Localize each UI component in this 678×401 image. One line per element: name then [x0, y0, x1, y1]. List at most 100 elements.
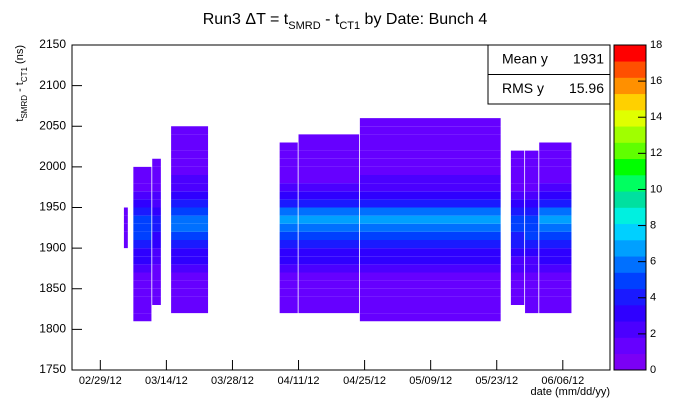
heat-cell [171, 256, 209, 265]
heat-cell [298, 215, 360, 224]
heat-cell [525, 280, 539, 289]
heat-cell [359, 305, 501, 314]
y-tick-label: 1750 [39, 362, 66, 376]
heat-cell [510, 256, 525, 265]
heat-cell [359, 248, 501, 257]
heat-cell [133, 296, 152, 305]
z-tick-label: 6 [650, 256, 656, 268]
heat-cell [133, 199, 152, 208]
x-axis-label: date (mm/dd/yy) [531, 386, 610, 398]
heat-cell [510, 207, 525, 216]
heat-cell [298, 223, 360, 232]
heat-cell [279, 231, 298, 240]
heat-cell [525, 175, 539, 184]
palette-step [614, 305, 646, 322]
heat-cell [171, 231, 209, 240]
heat-cell [171, 126, 209, 135]
heat-cell [539, 223, 572, 232]
x-tick-label: 03/28/12 [211, 375, 254, 387]
heat-cell [152, 158, 161, 167]
stats-value: 1931 [573, 50, 604, 66]
palette-step [614, 288, 646, 306]
heat-cell [152, 280, 161, 289]
heat-cell [525, 150, 539, 159]
heat-cell [298, 175, 360, 184]
palette-step [614, 321, 646, 338]
heat-cell [510, 183, 525, 192]
heat-cell [298, 150, 360, 159]
palette-step [614, 207, 646, 225]
heat-cell [510, 288, 525, 297]
x-tick-label: 04/11/12 [278, 375, 320, 387]
heat-cell [279, 215, 298, 224]
heat-cell [510, 166, 525, 175]
heat-cell [152, 248, 161, 257]
heat-cell [171, 166, 209, 175]
heat-cell [133, 305, 152, 314]
heat-cell [133, 223, 152, 232]
heat-cell [133, 272, 152, 281]
heat-cell [279, 264, 298, 273]
heat-cell [171, 134, 209, 143]
heat-cell [359, 126, 501, 135]
heat-cell [539, 305, 572, 314]
heat-cell [171, 150, 209, 159]
heat-cell [359, 288, 501, 297]
heat-cell [298, 191, 360, 200]
heat-cell [359, 313, 501, 322]
heat-cell [279, 296, 298, 305]
heat-cell [152, 231, 161, 240]
heat-cell [510, 158, 525, 167]
heat-cell [525, 248, 539, 257]
z-tick-label: 10 [650, 183, 662, 195]
z-tick-label: 8 [650, 219, 656, 231]
heat-cell [171, 296, 209, 305]
text-segment: t [14, 119, 26, 122]
heat-cell [279, 207, 298, 216]
heat-cell [539, 296, 572, 305]
heat-cell [525, 264, 539, 273]
palette-step [614, 353, 646, 371]
heat-cell [525, 199, 539, 208]
heat-cell [279, 175, 298, 184]
heat-cell [359, 175, 501, 184]
heat-cell [359, 142, 501, 151]
heat-cell [539, 158, 572, 167]
heat-cell [133, 264, 152, 273]
heat-cell [133, 248, 152, 257]
heat-cell [359, 256, 501, 265]
heat-cell [298, 256, 360, 265]
heat-cell [525, 231, 539, 240]
heat-cell [123, 231, 128, 240]
heat-cell [298, 166, 360, 175]
heat-cell [133, 207, 152, 216]
heat-cell [171, 199, 209, 208]
heat-cell [171, 207, 209, 216]
palette-step [614, 45, 646, 62]
heat-cell [525, 305, 539, 314]
heat-cell [298, 248, 360, 257]
heat-cell [133, 183, 152, 192]
palette-step [614, 142, 646, 160]
heat-cell [298, 134, 360, 143]
palette-step [614, 93, 646, 111]
y-tick-label: 2100 [39, 78, 66, 92]
text-segment: - t [14, 82, 26, 95]
heat-cell [539, 191, 572, 200]
heat-cell [279, 166, 298, 175]
text-segment: - t [321, 11, 340, 28]
heat-cell [525, 256, 539, 265]
palette-step [614, 175, 646, 192]
heat-cell [171, 215, 209, 224]
x-tick-label: 05/23/12 [475, 375, 518, 387]
heat-cell [510, 215, 525, 224]
heat-cell [539, 256, 572, 265]
heat-cell [359, 280, 501, 289]
heat-cell [133, 280, 152, 289]
y-tick-label: 2150 [39, 37, 66, 51]
heat-cell [359, 296, 501, 305]
heat-cell [279, 280, 298, 289]
heat-cell [123, 223, 128, 232]
x-tick-label: 02/29/12 [79, 375, 122, 387]
